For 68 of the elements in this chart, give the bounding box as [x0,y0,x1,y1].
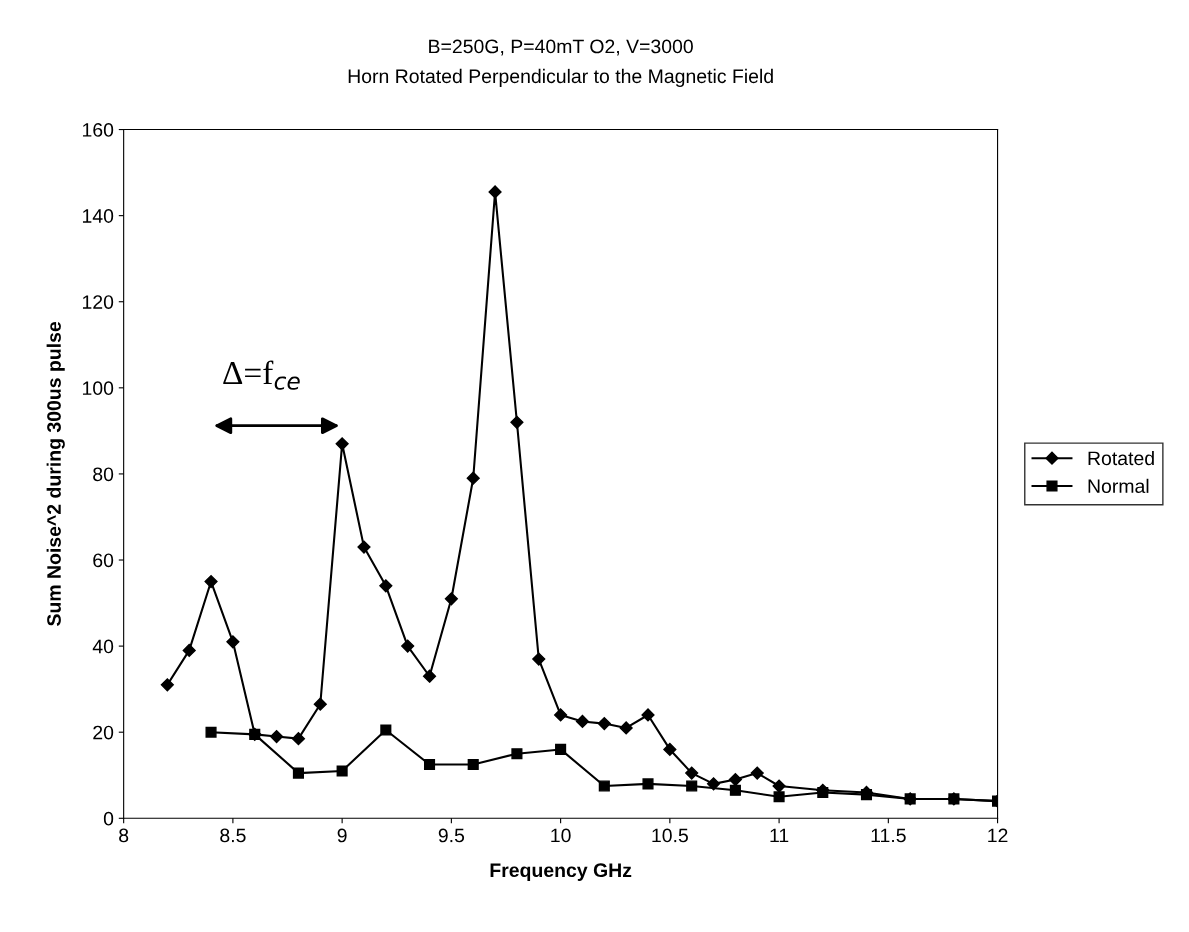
point [292,767,304,779]
point [291,732,306,746]
x-tick-label: 12 [988,828,1008,843]
point [467,758,479,771]
point [160,678,174,692]
point [663,742,677,757]
point [685,766,699,780]
point [575,714,590,729]
point [423,758,436,771]
point [706,777,721,791]
point [642,778,654,790]
point [532,652,546,666]
point [619,721,633,735]
point [511,748,523,760]
point [686,780,698,792]
point [488,185,502,199]
point [182,643,196,658]
point [597,717,611,731]
chart-subtitle: Horn Rotated Perpendicular to the Magnetic Field [348,68,773,87]
point [466,471,480,485]
point [226,635,240,649]
x-tick-label: 10 [551,828,571,843]
point [204,574,218,589]
y-tick-label: 160 [82,123,114,137]
point [555,743,567,755]
point [948,793,960,805]
annotation: Δ=f$_{ce}$ [223,360,300,390]
point [205,726,217,738]
point [750,766,764,780]
y-axis-title: Sum Noise^2 during 300us pulse [46,321,65,626]
point [598,780,610,792]
y-tick-label: 100 [82,381,114,396]
point [380,724,392,736]
point [444,592,458,606]
x-tick-label: 9.5 [438,828,465,843]
point [313,697,327,711]
chart-title: B=250G, P=40mT O2, V=3000 [429,39,693,56]
point [860,789,873,801]
x-tick-label: 9 [337,828,347,843]
y-tick-label: 60 [93,553,114,568]
y-tick-label: 120 [82,295,114,309]
point [904,793,916,805]
point [357,540,371,554]
point [729,784,741,796]
point [336,765,348,777]
point [641,708,655,722]
y-tick-label: 140 [82,209,114,223]
x-tick-label: 8.5 [220,828,246,843]
point [510,415,524,429]
y-tick-label: 0 [103,811,114,826]
y-tick-label: 40 [92,639,114,654]
y-tick-label: 80 [93,467,114,482]
point [773,791,785,803]
point [335,437,349,451]
legend-label: Rotated [1088,450,1154,466]
x-tick-label: 11 [770,828,789,843]
x-tick-label: 10.5 [652,828,688,843]
point [270,729,284,744]
x-tick-label: 8 [119,828,129,843]
point [401,639,415,653]
point [422,669,437,683]
point [379,579,393,593]
legend-label: Normal [1088,478,1149,494]
y-tick-label: 20 [93,725,114,740]
x-tick-label: 11.5 [871,828,906,843]
point [728,772,742,787]
point [554,708,568,722]
x-axis-title: Frequency GHz [490,863,632,881]
